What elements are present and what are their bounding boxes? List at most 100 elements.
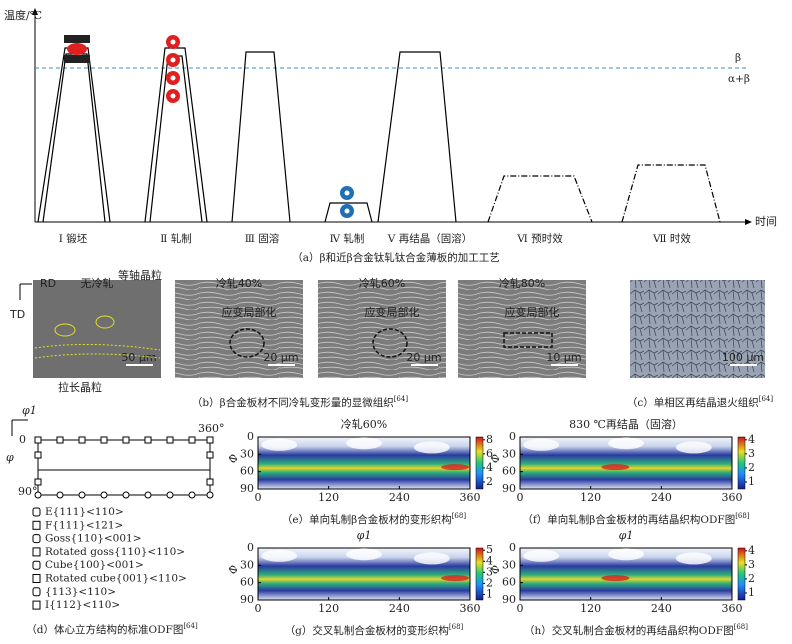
caption: （f）单向轧制β合金板材的再结晶织构ODF图[68] [522,512,749,526]
symbol [206,478,214,486]
x-tick-label: 360 [460,491,481,504]
reference: [68] [449,623,464,631]
legend-symbol [32,547,41,557]
symbol [166,491,174,499]
step-label: Ⅱ 轧制 [160,232,191,245]
step-label: Ⅰ 锻坯 [59,232,88,245]
y-tick-label: 0 [247,541,254,554]
axis-label: RD [40,277,56,290]
roll-core [344,208,350,214]
colorbar [737,547,746,601]
y-tick-label: 90 [502,593,516,606]
legend-symbol [32,574,41,583]
y-tick-label: 60 [240,576,254,589]
reference: [64] [394,395,409,403]
tick-label: 0 [19,433,26,446]
annotation: 应变局部化 [505,305,560,319]
symbol [56,436,64,444]
legend-label: I{112}<110> [45,599,120,611]
symbol [34,478,42,486]
scale-bar-label: 50 μm [121,351,156,364]
colorbar-tick-label: 3 [748,558,755,571]
contour [413,441,450,454]
grain-outline [95,315,115,329]
caption: （g）交叉轧制合金板材的变形织构[68] [285,623,464,637]
colorbar-tick-label: 1 [748,586,755,599]
contour [523,549,560,562]
symbol [188,436,196,444]
x-tick-label: 0 [517,491,524,504]
contour [675,552,712,565]
reference: [68] [735,512,750,520]
caption-text: （d）体心立方结构的标准ODF图 [26,623,183,636]
strain-zone [503,332,553,348]
y-tick-label: 90 [240,593,254,606]
symbol [206,436,214,444]
x-tick-label: 120 [580,602,601,615]
map-title: φ1 [619,529,634,542]
colorbar-tick-label: 2 [748,572,755,585]
caption: （a）β和近β合金钛轧钛合金薄板的加工工艺 [292,251,499,264]
micrograph [33,280,161,378]
y-tick-label: 30 [240,558,254,571]
contour [608,437,644,450]
process-curve [42,53,106,223]
contour [608,548,644,561]
caption-text: （b）β合金板材不同冷轧变形量的显微组织 [192,396,394,409]
strain-zone [372,328,408,358]
tick-label: 360° [198,422,225,435]
x-tick-label: 240 [389,602,410,615]
legend-symbol [32,520,41,530]
legend-symbol [32,560,41,570]
step-label: Ⅳ 轧制 [330,232,365,245]
panel-title: 冷轧60% [359,276,405,290]
x-tick-label: 360 [460,602,481,615]
caption: （h）交叉轧制合金板材的再结晶织构ODF图[68] [524,623,748,637]
contour [523,438,560,451]
colorbar-tick-label: 3 [748,447,755,460]
x-tick-label: 240 [651,491,672,504]
scale-bar-label: 10 μm [546,351,581,364]
micrograph [175,280,303,378]
contour [601,464,630,471]
scale-bar-label: 100 μm [722,351,764,364]
reference: [68] [734,623,749,631]
x-tick-label: 240 [389,491,410,504]
annotation: 拉长晶粒 [58,380,102,394]
x-tick-label: 240 [651,602,672,615]
micrograph [630,280,765,378]
symbol [56,491,64,499]
colorbar-tick-label: 2 [486,576,493,589]
symbol [144,491,152,499]
contour [346,437,382,450]
micrograph [458,280,586,378]
roll-core [170,75,176,81]
arrow [745,219,752,225]
panel-title: 冷轧80% [499,276,545,290]
symbol [34,491,42,499]
legend-symbol [32,534,41,544]
caption: （b）β合金板材不同冷轧变形量的显微组织[64] [192,395,408,409]
x-tick-label: 0 [255,491,262,504]
symbol [34,436,42,444]
x-tick-label: 120 [318,491,339,504]
x-tick-label: 120 [318,602,339,615]
colorbar-tick-label: 1 [748,475,755,488]
alpha-beta-label: α+β [728,73,750,85]
grain-outline [54,323,76,337]
colorbar-tick-label: 5 [486,543,493,556]
y-axis-label: Φ [227,454,240,463]
x-axis-label: 时间 [755,215,777,228]
scale-bar-label: 20 μm [263,351,298,364]
y-tick-label: 60 [240,465,254,478]
micrograph [318,280,446,378]
symbol [78,436,86,444]
contour [441,575,470,582]
x-tick-label: 0 [517,602,524,615]
annotation: 应变局部化 [365,305,420,319]
panel-title: 无冷轧 [81,276,114,290]
process-curve [231,51,291,223]
annotation: 应变局部化 [222,305,277,319]
legend-label: Cube{100}<001> [45,559,144,571]
